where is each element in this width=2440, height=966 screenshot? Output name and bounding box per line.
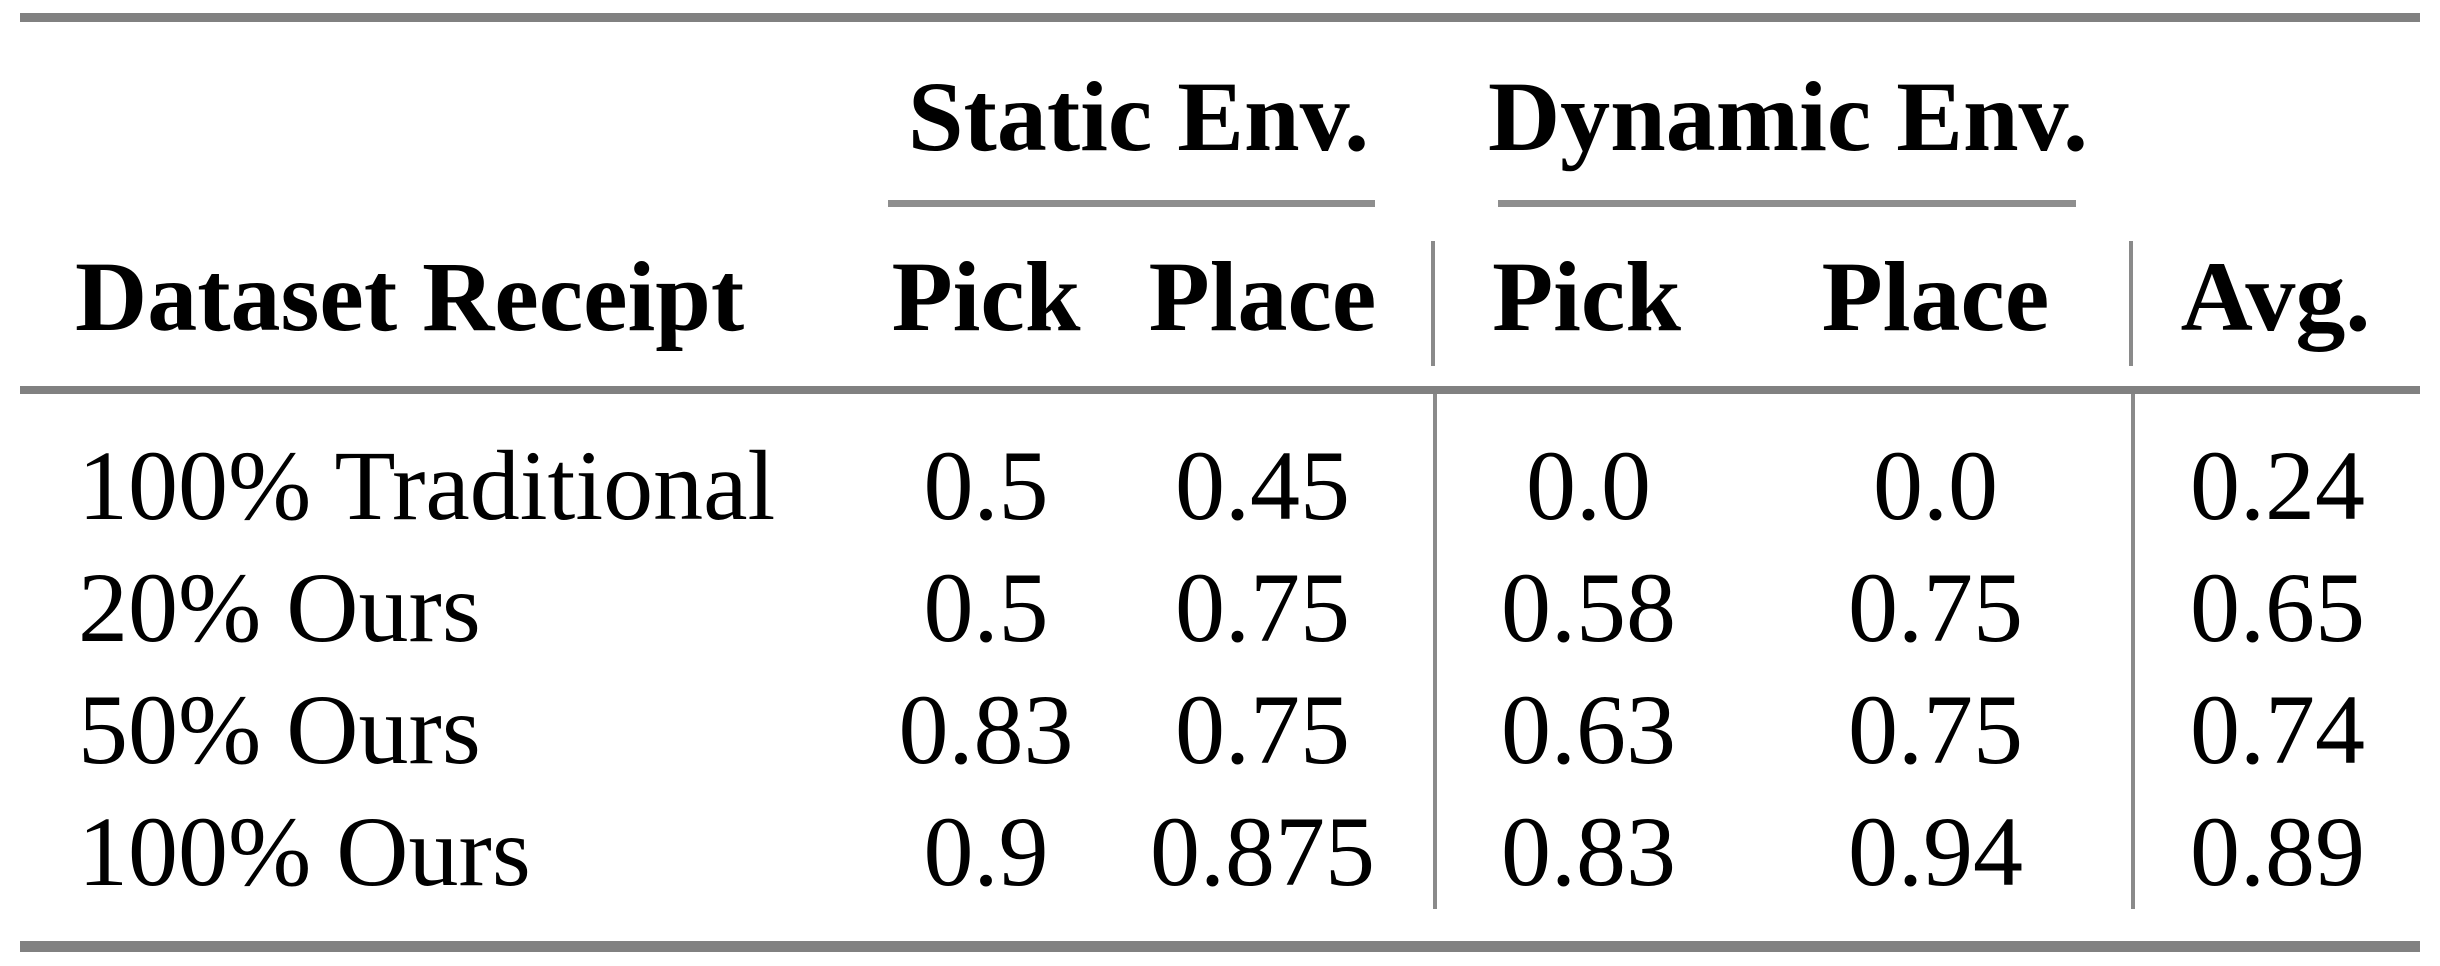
cell-dynamic-pick: 0.58 xyxy=(1433,516,1740,665)
cell-dynamic-pick: 0.83 xyxy=(1433,760,1740,909)
row-label: 20% Ours xyxy=(78,552,481,663)
cell-static-pick: 0.83 xyxy=(898,674,1074,785)
cell-static-place: 0.875 xyxy=(1150,796,1375,907)
cell-avg: 0.65 xyxy=(2131,516,2420,665)
cell-dynamic-place: 0.75 xyxy=(1848,674,2023,785)
cell-static-place: 0.45 xyxy=(1175,430,1350,541)
table-top-rule xyxy=(20,13,2420,22)
table-row: 20% Ours 0.5 0.75 0.58 0.75 0.65 xyxy=(20,516,2420,665)
column-header-dynamic-place: Place xyxy=(1821,241,2050,352)
row-label: 100% Traditional xyxy=(78,430,776,541)
column-header-static-place: Place xyxy=(1148,241,1377,352)
group-header-row: Static Env. Dynamic Env. xyxy=(20,22,2420,207)
cell-static-pick: 0.5 xyxy=(923,430,1049,541)
table-mid-rule xyxy=(20,386,2420,394)
table-row: 100% Ours 0.9 0.875 0.83 0.94 0.89 xyxy=(20,760,2420,909)
group-header-label: Dynamic Env. xyxy=(1487,60,2089,172)
group-header-label: Static Env. xyxy=(907,60,1370,172)
cell-static-pick: 0.9 xyxy=(923,796,1049,907)
bottom-spacer xyxy=(20,907,2420,941)
row-label: 100% Ours xyxy=(78,796,531,907)
group-header-spacer xyxy=(20,22,880,207)
cmidrule-static xyxy=(888,200,1375,207)
cell-avg: 0.74 xyxy=(2131,638,2420,787)
group-header-spacer xyxy=(2131,22,2420,207)
cell-static-place: 0.75 xyxy=(1175,552,1350,663)
column-header-dynamic-pick: Pick xyxy=(1431,207,1740,386)
cell-dynamic-pick: 0.63 xyxy=(1433,638,1740,787)
cell-dynamic-pick: 0.0 xyxy=(1433,394,1740,543)
cell-avg: 0.89 xyxy=(2131,760,2420,909)
cmidrule-dynamic xyxy=(1498,200,2076,207)
row-label: 50% Ours xyxy=(78,674,481,785)
cell-avg: 0.24 xyxy=(2131,394,2420,543)
column-header-avg: Avg. xyxy=(2129,207,2420,386)
cell-dynamic-place: 0.94 xyxy=(1848,796,2023,907)
column-header-dataset-receipt: Dataset Receipt xyxy=(75,241,745,352)
column-header-row: Dataset Receipt Pick Place Pick Place Av… xyxy=(20,207,2420,386)
vertical-rule-tail xyxy=(20,882,2420,907)
table-row: 100% Traditional 0.5 0.45 0.0 0.0 0.24 xyxy=(20,394,2420,543)
cell-static-pick: 0.5 xyxy=(923,552,1049,663)
cell-dynamic-place: 0.0 xyxy=(1873,430,1998,541)
column-header-static-pick: Pick xyxy=(891,241,1081,352)
cell-static-place: 0.75 xyxy=(1175,674,1350,785)
group-header-static-env: Static Env. xyxy=(880,22,1433,207)
group-header-dynamic-env: Dynamic Env. xyxy=(1433,22,2131,207)
results-table: Static Env. Dynamic Env. Dataset Receipt… xyxy=(20,0,2420,952)
cell-dynamic-place: 0.75 xyxy=(1848,552,2023,663)
table-row: 50% Ours 0.83 0.75 0.63 0.75 0.74 xyxy=(20,638,2420,787)
table-bottom-rule xyxy=(20,941,2420,952)
